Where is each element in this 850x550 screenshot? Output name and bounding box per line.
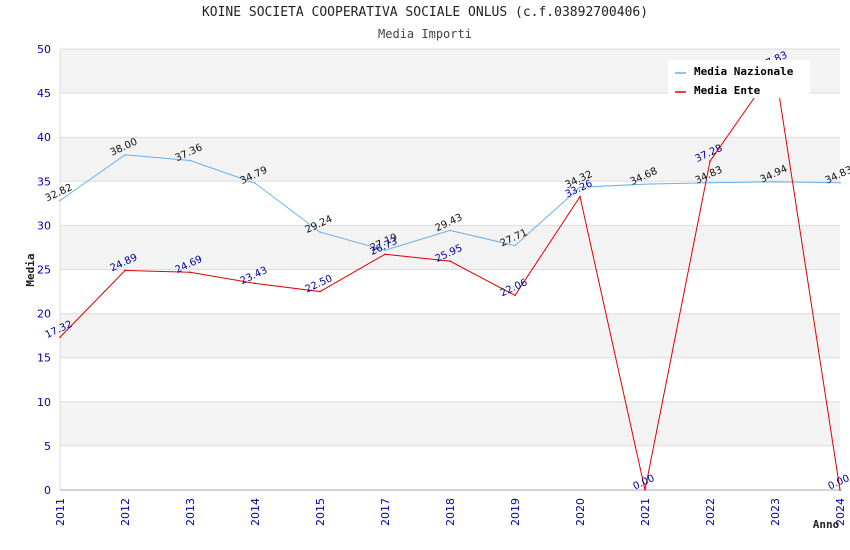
y-axis-title: Media	[24, 253, 37, 286]
y-axis-ticks: 0 5 10 15 20 25 30 35 40 45 50	[37, 43, 51, 497]
series-group	[59, 66, 841, 491]
x-tick-label: 2019	[509, 498, 522, 526]
data-point	[579, 186, 581, 189]
x-tick-label: 2024	[834, 498, 847, 526]
data-label: 22.06	[499, 277, 530, 299]
y-tick-label: 15	[37, 352, 51, 365]
data-point	[644, 183, 646, 185]
data-point	[384, 253, 386, 256]
chart-title: KOINE SOCIETA COOPERATIVA SOCIALE ONLUS …	[201, 5, 649, 20]
y-tick-label: 5	[44, 440, 51, 453]
data-point	[189, 159, 191, 162]
y-tick-label: 45	[37, 87, 51, 100]
x-tick-label: 2020	[574, 498, 587, 526]
data-point	[449, 229, 451, 232]
data-point	[124, 154, 126, 156]
data-point	[59, 199, 61, 202]
data-point	[514, 294, 516, 297]
grid-lines	[59, 48, 840, 491]
x-tick-label: 2015	[314, 498, 327, 526]
x-tick-label: 2012	[119, 498, 132, 526]
x-tick-label: 2022	[704, 498, 717, 526]
data-point	[319, 290, 321, 293]
y-tick-label: 35	[37, 175, 51, 188]
grid-bands	[60, 49, 840, 446]
data-point	[579, 195, 581, 198]
x-tick-label: 2011	[54, 498, 67, 526]
chart-subtitle: Media Importi	[378, 27, 472, 41]
data-point	[384, 249, 386, 251]
data-point	[839, 489, 841, 491]
data-point	[189, 271, 191, 274]
x-tick-label: 2018	[444, 498, 457, 526]
data-point	[124, 269, 126, 272]
legend-label-ente: Media Ente	[694, 84, 761, 97]
grid-band	[60, 401, 840, 446]
legend: Media Nazionale Media Ente	[668, 60, 810, 98]
x-axis-title: Anno	[813, 518, 840, 531]
y-tick-label: 50	[37, 43, 51, 56]
data-point	[319, 231, 321, 233]
x-tick-label: 2017	[379, 498, 392, 526]
y-tick-label: 25	[37, 264, 51, 277]
data-point	[644, 489, 646, 491]
x-tick-label: 2021	[639, 498, 652, 526]
legend-label-nazionale: Media Nazionale	[694, 65, 794, 78]
x-axis-ticks: 2011 2012 2013 2014 2015 2017 2018 2019 2020 2021…	[54, 498, 847, 526]
data-label: 22.50	[304, 273, 335, 295]
y-tick-label: 10	[37, 396, 51, 409]
grid-band	[60, 225, 840, 270]
data-point	[839, 181, 841, 184]
x-tick-label: 2013	[184, 498, 197, 526]
data-point	[514, 244, 516, 247]
data-point	[709, 160, 711, 162]
data-point	[59, 336, 61, 339]
grid-band	[60, 313, 840, 358]
data-point	[774, 181, 776, 183]
y-tick-label: 30	[37, 219, 51, 232]
y-tick-label: 40	[37, 131, 51, 144]
legend-box	[668, 60, 810, 98]
data-point	[254, 182, 256, 184]
data-point	[254, 282, 256, 285]
grid-band	[60, 137, 840, 182]
x-tick-label: 2023	[769, 498, 782, 526]
data-point	[449, 260, 451, 262]
y-tick-label: 20	[37, 308, 51, 321]
y-tick-label: 0	[44, 484, 51, 497]
data-point	[709, 181, 711, 184]
x-tick-label: 2014	[249, 498, 262, 526]
